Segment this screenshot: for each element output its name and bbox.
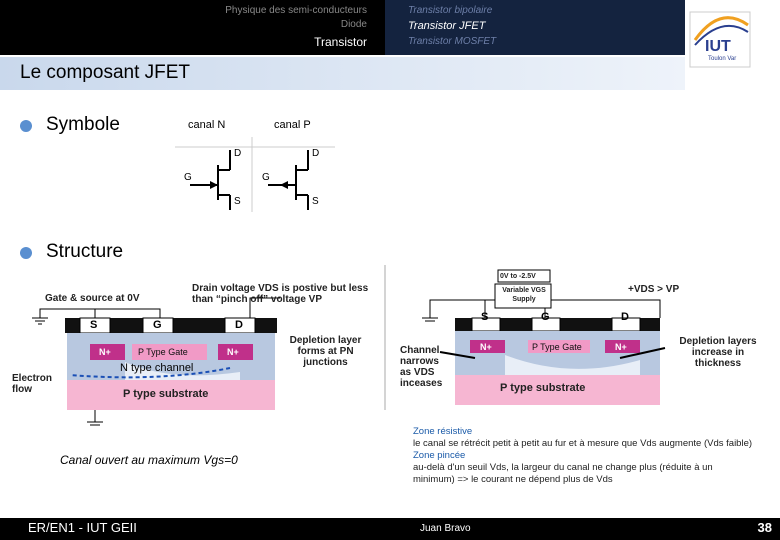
bullet-dot <box>20 120 32 132</box>
terminal: G <box>153 319 162 331</box>
region: N+ <box>615 342 627 352</box>
terminal: G <box>541 311 550 323</box>
logo-place: Toulon Var <box>708 56 737 62</box>
footer-left: ER/EN1 - IUT GEII <box>28 520 137 535</box>
caption: Canal ouvert au maximum Vgs=0 <box>60 453 238 467</box>
region: N+ <box>227 347 239 357</box>
terminal: S <box>234 196 241 207</box>
terminal: S <box>312 196 319 207</box>
label: Depletion layers increase in thickness <box>679 336 757 369</box>
right-structure <box>422 269 666 405</box>
terminal: S <box>90 319 98 331</box>
label: 0V to -2.5V <box>500 273 536 280</box>
bullet: Symbole <box>46 114 120 135</box>
nav-item[interactable]: Physique des semi-conducteurs <box>225 5 367 16</box>
note-text: le canal se rétrécit petit à petit au fu… <box>413 438 753 449</box>
label: Drain voltage VDS is postive but less th… <box>192 283 369 305</box>
label: Channel narrows as VDS inceases <box>400 345 443 389</box>
terminal: D <box>621 311 629 323</box>
note-text: au-delà d'un seuil Vds, la largeur du ca… <box>413 462 713 485</box>
terminal: G <box>184 172 192 183</box>
header-left-bg <box>0 0 385 55</box>
terminal: D <box>312 148 320 159</box>
label: Electron flow <box>12 373 53 395</box>
logo-swoosh <box>693 16 749 41</box>
nav-item[interactable]: Diode <box>340 19 367 30</box>
arrow <box>280 181 288 189</box>
jfet-n-symbol <box>190 150 231 210</box>
nav-item[interactable]: Transistor bipolaire <box>408 5 493 16</box>
terminal: G <box>262 172 270 183</box>
symbol-label: canal P <box>274 119 311 131</box>
notes: Zone résistive le canal se rétrécit peti… <box>413 426 753 486</box>
bullet: Structure <box>46 241 124 262</box>
symbol-label: canal N <box>188 119 226 131</box>
region: N+ <box>480 342 492 352</box>
region: P Type Gate <box>138 347 188 357</box>
terminal: D <box>234 148 242 159</box>
title-bar <box>0 57 685 90</box>
terminal: D <box>235 319 243 331</box>
footer-left-bg <box>0 518 385 540</box>
page-number: 38 <box>757 520 772 535</box>
logo-swoosh <box>694 24 749 46</box>
terminal: S <box>481 311 489 323</box>
nav-item[interactable]: Transistor MOSFET <box>408 36 497 47</box>
note-heading: Zone résistive <box>413 426 473 437</box>
label: Variable VGS Supply <box>502 287 546 303</box>
header-right-bg <box>385 0 685 55</box>
left-structure <box>32 297 280 426</box>
region: N+ <box>99 347 111 357</box>
note-heading: Zone pincée <box>413 450 466 461</box>
bullet-dot <box>20 247 32 259</box>
slide-title: Le composant JFET <box>20 62 191 83</box>
nav-item[interactable]: Transistor JFET <box>408 20 486 32</box>
region: P Type Gate <box>532 342 582 352</box>
label: Gate & source at 0V <box>45 293 140 304</box>
jfet-p-symbol <box>268 150 309 210</box>
label: Depletion layer forms at PN junctions <box>289 335 362 368</box>
footer-right-bg <box>385 518 780 540</box>
footer-author: Juan Bravo <box>420 523 471 534</box>
region: P type substrate <box>123 388 209 400</box>
label: +VDS > VP <box>628 284 680 295</box>
region: N type channel <box>120 362 194 374</box>
logo-name: IUT <box>705 38 731 55</box>
arrow <box>210 181 218 189</box>
nav-item[interactable]: Transistor <box>314 35 367 49</box>
region: P type substrate <box>500 382 586 394</box>
